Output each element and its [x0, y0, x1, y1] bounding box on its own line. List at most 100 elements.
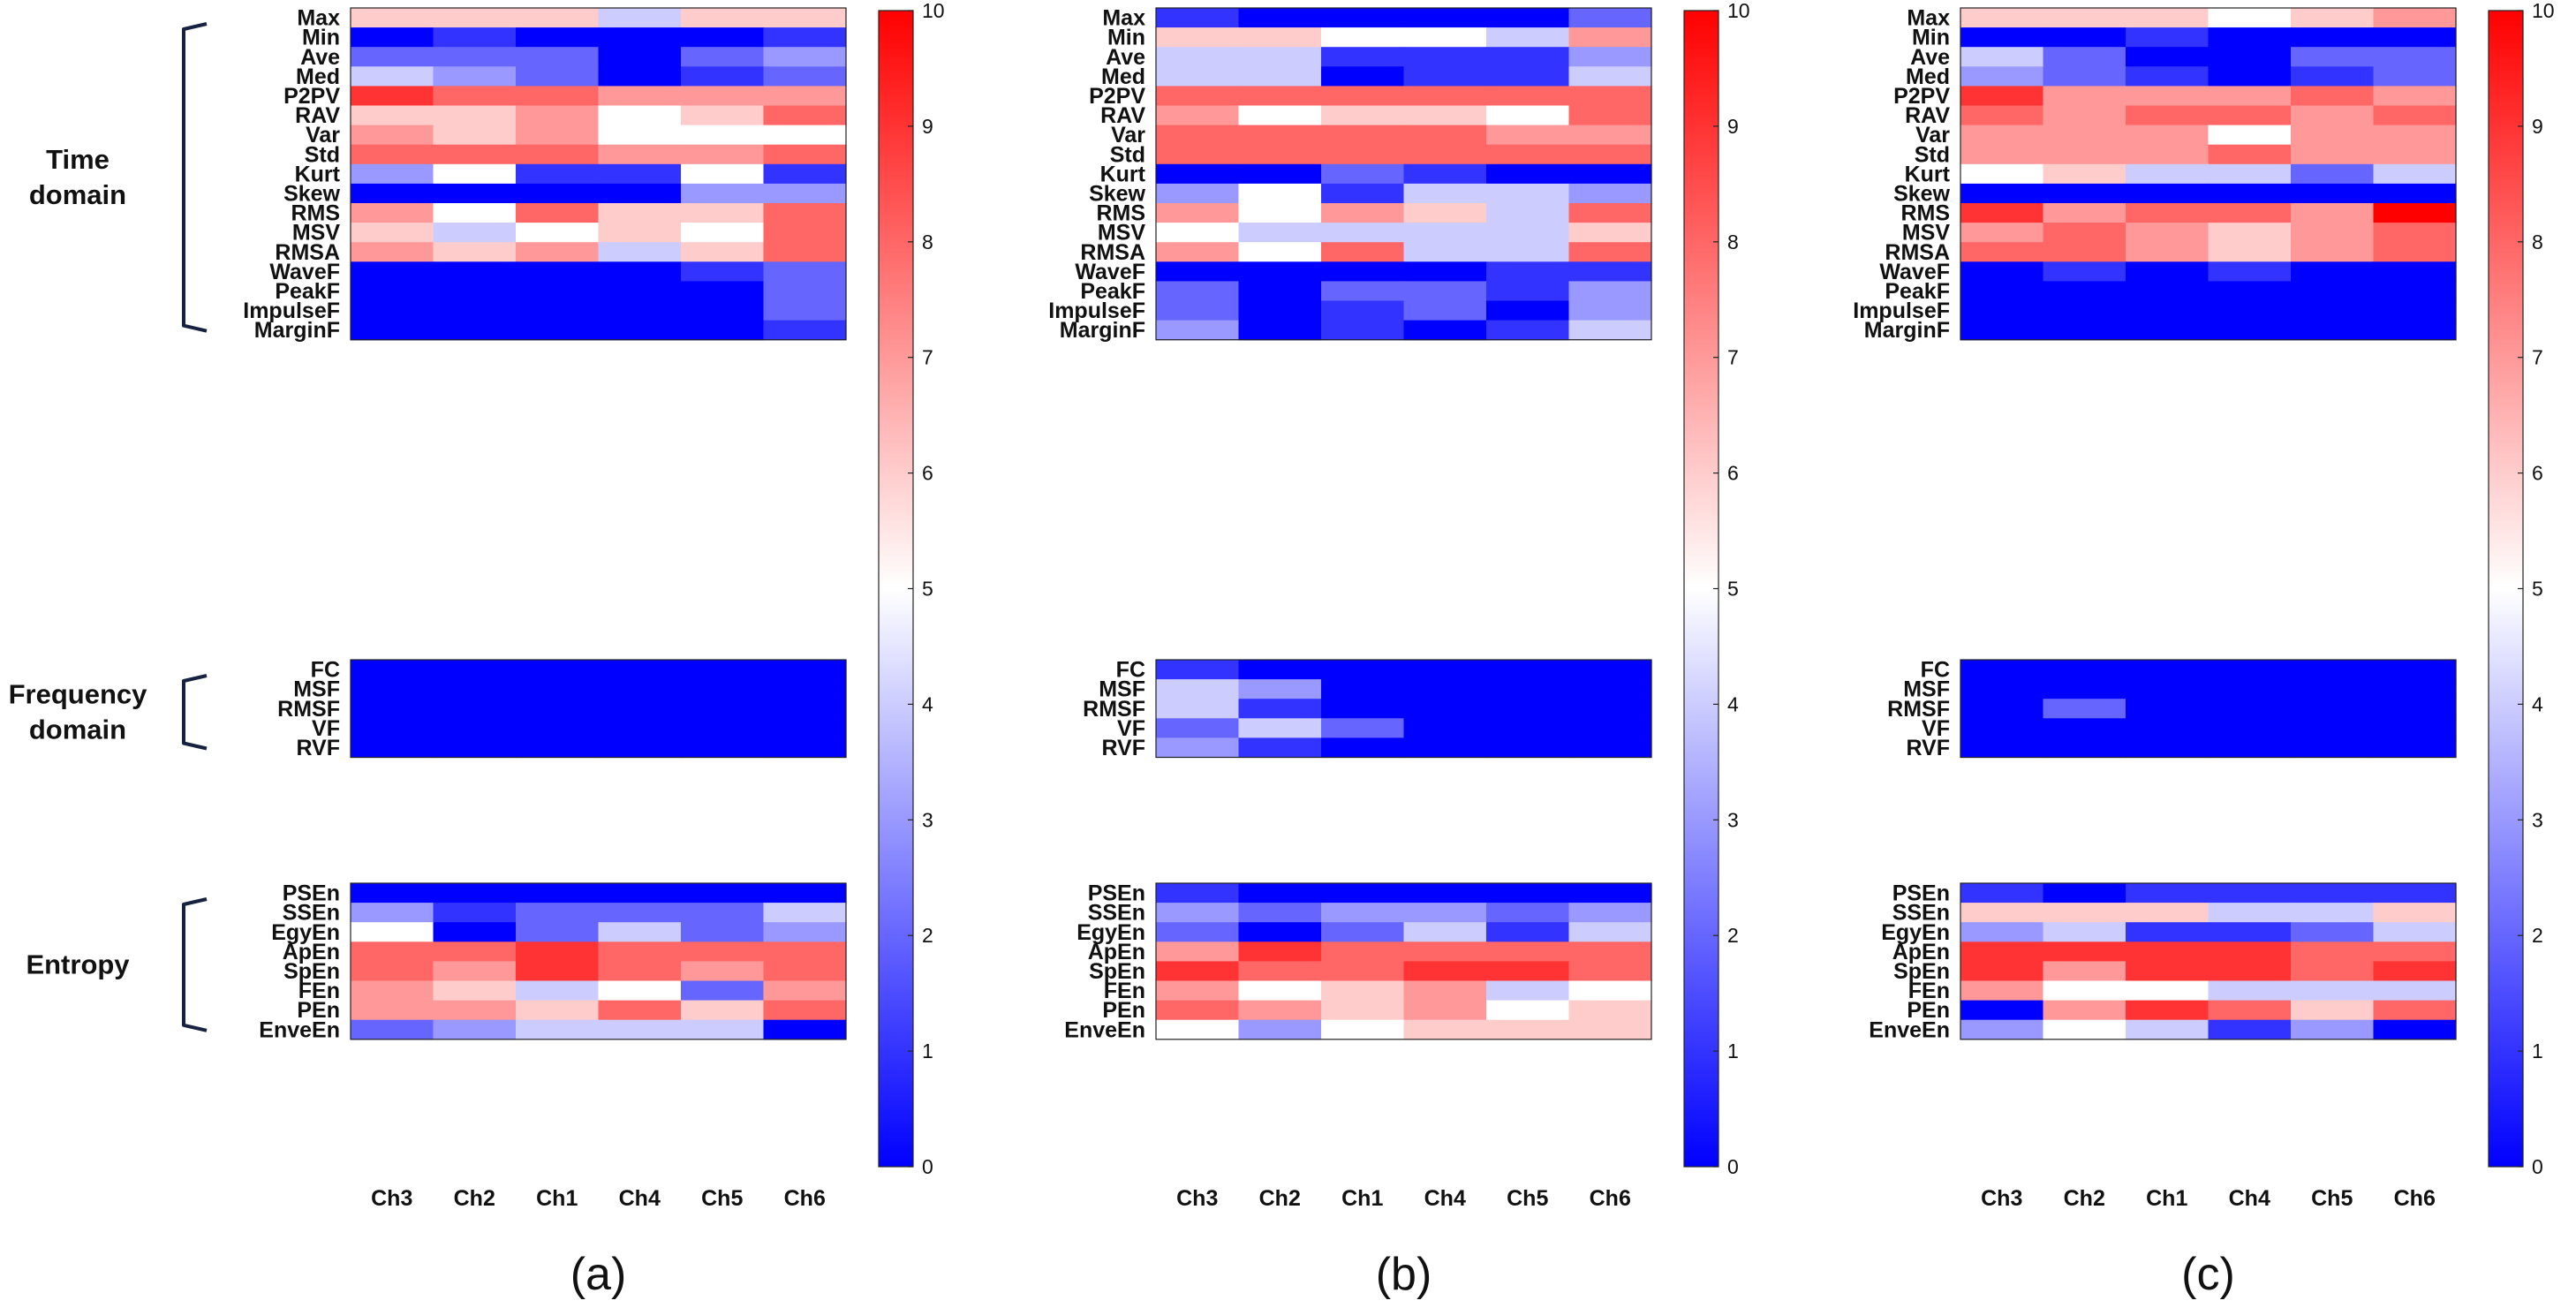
heatmap-cell — [1486, 163, 1570, 185]
panel-label: (c) — [2181, 1249, 2235, 1300]
heatmap-cell — [1403, 941, 1487, 962]
heatmap-cell — [1156, 883, 1240, 904]
row-label: RMSF — [1083, 697, 1145, 722]
heatmap-cell — [2208, 242, 2292, 262]
heatmap-cell — [1238, 320, 1322, 341]
heatmap-cell — [2043, 320, 2127, 341]
heatmap-cell — [2126, 1019, 2210, 1040]
row-label: Med — [296, 64, 340, 89]
heatmap-cell — [1568, 183, 1652, 204]
row-label: SSEn — [283, 901, 340, 926]
row-label: Ave — [300, 45, 340, 70]
heatmap-cell — [351, 163, 434, 185]
heatmap-cell — [1960, 144, 2044, 165]
colorbar-tick-label: 8 — [922, 231, 933, 253]
heatmap-cell — [1568, 47, 1652, 67]
heatmap-cell — [1403, 718, 1487, 738]
heatmap-cell — [351, 183, 434, 204]
heatmap-cell — [681, 223, 765, 243]
heatmap-cell — [1403, 737, 1487, 759]
heatmap-cell — [1960, 27, 2044, 48]
heatmap-cell — [2208, 223, 2292, 243]
heatmap-cell — [433, 281, 517, 302]
heatmap-cell — [516, 281, 600, 302]
heatmap-cell — [433, 8, 517, 28]
heatmap-cell — [2043, 718, 2127, 738]
heatmap-cell — [1568, 699, 1652, 719]
heatmap-cell — [1321, 86, 1405, 107]
column-label: Ch1 — [2146, 1186, 2187, 1211]
heatmap-cell — [1321, 203, 1405, 223]
colorbar-tick-label: 4 — [1727, 692, 1739, 715]
row-label: RAV — [1100, 103, 1145, 128]
heatmap-cell — [1960, 737, 2044, 759]
heatmap-cell — [1321, 27, 1405, 48]
heatmap-cell — [1486, 941, 1570, 962]
heatmap-cell — [2126, 1000, 2210, 1021]
heatmap-cell — [1156, 163, 1240, 185]
heatmap-cell — [1156, 679, 1240, 699]
heatmap-cell — [1960, 163, 2044, 185]
heatmap-cell — [763, 242, 847, 262]
colorbar-tick-label: 2 — [2532, 924, 2543, 947]
column-label: Ch4 — [619, 1186, 661, 1211]
heatmap-cell — [1156, 737, 1240, 759]
heatmap-cell — [1568, 8, 1652, 28]
heatmap-cell — [1486, 320, 1570, 341]
heatmap-cell — [1960, 223, 2044, 243]
heatmap-cell — [1238, 737, 1322, 759]
column-label: Ch5 — [701, 1186, 743, 1211]
heatmap-cell — [763, 941, 847, 962]
heatmap-cell — [1238, 980, 1322, 1002]
colorbar — [2488, 10, 2524, 1168]
row-label: EgyEn — [1881, 920, 1950, 945]
colorbar-tick-label: 10 — [1727, 0, 1750, 22]
heatmap-cell — [598, 941, 682, 962]
row-label: PSEn — [1088, 881, 1145, 906]
heatmap-cell — [2208, 699, 2292, 719]
colorbar-tick-label: 3 — [2532, 808, 2543, 831]
heatmap-cell — [2291, 223, 2375, 243]
heatmap-cell — [763, 883, 847, 904]
heatmap-cell — [1568, 242, 1652, 262]
heatmap-cell — [433, 27, 517, 48]
row-label: FEn — [1908, 979, 1950, 1003]
heatmap-cell — [1486, 86, 1570, 107]
row-label: RMSF — [277, 697, 340, 722]
heatmap-cell — [2126, 86, 2210, 107]
row-label: EnveEn — [1064, 1017, 1145, 1042]
heatmap-cell — [681, 86, 765, 107]
heatmap-cell — [1568, 300, 1652, 321]
heatmap-cell — [433, 941, 517, 962]
heatmap-cell — [681, 144, 765, 165]
heatmap-cell — [433, 144, 517, 165]
heatmap-cell — [1403, 699, 1487, 719]
row-label: ImpulseF — [1853, 299, 1950, 323]
heatmap-cell — [2291, 679, 2375, 699]
heatmap-cell — [1238, 86, 1322, 107]
heatmap-cell — [2126, 203, 2210, 223]
row-label: WaveF — [269, 260, 340, 284]
heatmap-cell — [763, 66, 847, 87]
heatmap-cell — [1403, 66, 1487, 87]
heatmap-cell — [2208, 66, 2292, 87]
heatmap-cell — [598, 8, 682, 28]
heatmap-cell — [2043, 183, 2127, 204]
heatmap-cell — [433, 883, 517, 904]
row-label: PEn — [297, 998, 340, 1023]
heatmap-cell — [681, 980, 765, 1002]
column-label: Ch6 — [2394, 1186, 2436, 1211]
heatmap-cell — [2373, 961, 2457, 982]
heatmap-cell — [1486, 223, 1570, 243]
heatmap-cell — [516, 699, 600, 719]
heatmap-cell — [1486, 242, 1570, 262]
heatmap-cell — [763, 144, 847, 165]
column-label: Ch5 — [2311, 1186, 2353, 1211]
heatmap-cell — [516, 144, 600, 165]
heatmap-cell — [1568, 144, 1652, 165]
row-label: FEn — [298, 979, 340, 1003]
heatmap-cell — [1486, 883, 1570, 904]
heatmap-cell — [2208, 660, 2292, 680]
heatmap-cell — [2208, 1019, 2292, 1040]
heatmap-cell — [516, 1000, 600, 1021]
